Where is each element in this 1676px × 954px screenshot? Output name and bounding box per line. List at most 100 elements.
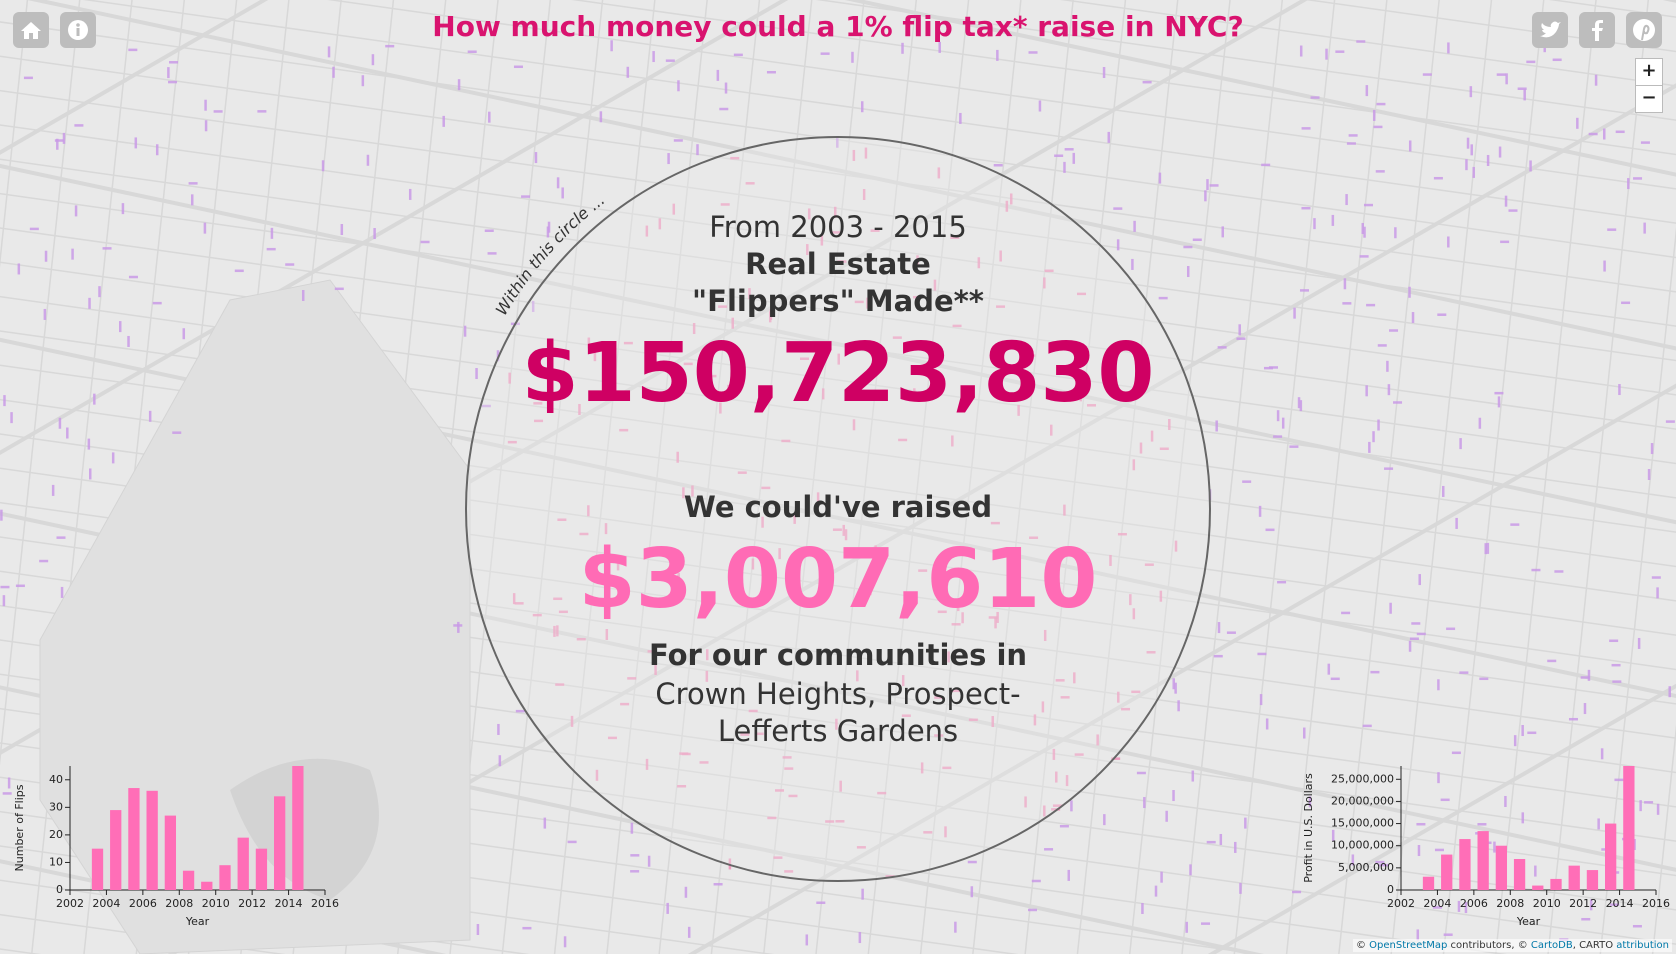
parcel	[54, 139, 64, 142]
parcel	[1238, 324, 1241, 336]
parcel	[673, 139, 683, 142]
parcel	[1500, 240, 1510, 244]
parcel	[950, 236, 960, 240]
headline-line2: "Flippers" Made**	[692, 284, 984, 318]
parcel	[457, 79, 461, 91]
parcel	[672, 203, 676, 215]
parcel	[497, 723, 500, 735]
parcel	[23, 76, 33, 80]
parcel	[1043, 629, 1047, 641]
street	[0, 810, 1019, 954]
parcel	[1447, 236, 1450, 248]
parcel	[1049, 424, 1053, 436]
street	[0, 158, 1676, 396]
parcel	[321, 160, 325, 172]
parcel	[920, 762, 924, 774]
parcel	[533, 402, 543, 405]
parcel	[719, 402, 722, 414]
parcel	[1159, 590, 1163, 602]
street	[0, 604, 1676, 842]
parcel	[555, 683, 565, 686]
parcel	[898, 438, 908, 442]
attribution-link[interactable]: CartoDB	[1530, 940, 1573, 951]
zoom-out[interactable]: −	[1635, 85, 1663, 113]
parcel	[1297, 397, 1301, 409]
parcel	[820, 234, 824, 246]
parcel	[683, 362, 693, 366]
y-tick-label: 20	[49, 828, 63, 841]
total-profit: $150,723,830	[521, 326, 1155, 421]
parcel	[0, 509, 3, 521]
parcel	[204, 120, 208, 132]
pinterest-button[interactable]	[1626, 12, 1662, 48]
parcel	[553, 625, 556, 637]
street	[571, 0, 1676, 156]
parcel	[767, 816, 777, 820]
parcel	[918, 569, 928, 572]
attribution-link[interactable]: attribution	[1616, 940, 1669, 951]
parcel	[1496, 73, 1506, 76]
parcel	[66, 427, 69, 439]
bar	[182, 870, 195, 890]
parcel	[7, 777, 11, 789]
parcel	[1060, 696, 1070, 699]
parcel	[10, 412, 13, 424]
parcel	[620, 702, 630, 706]
parcel	[851, 51, 854, 63]
parcel	[453, 624, 463, 627]
parcel	[3, 395, 6, 407]
twitter-button[interactable]	[1532, 12, 1568, 48]
parcel	[844, 529, 848, 541]
street	[815, 0, 918, 954]
parcel	[56, 138, 59, 150]
parcel	[420, 240, 430, 244]
parcel	[719, 107, 729, 111]
parcel	[1299, 289, 1309, 292]
bar	[1495, 845, 1508, 890]
parcel	[167, 67, 170, 79]
parcel	[1303, 727, 1306, 739]
parcel	[1356, 40, 1366, 43]
parcel	[1351, 854, 1355, 866]
parcel	[1073, 672, 1076, 684]
parcel	[285, 263, 295, 266]
y-tick-label: 25,000,000	[1331, 772, 1394, 785]
parcel	[937, 167, 941, 179]
parcel	[836, 136, 839, 148]
parcel	[784, 767, 794, 770]
parcel	[1611, 663, 1621, 667]
parcel	[1242, 480, 1252, 483]
home-button[interactable]	[13, 12, 49, 48]
x-tick-label: 2006	[129, 897, 157, 910]
parcel	[1377, 419, 1380, 431]
parcel	[1637, 637, 1641, 649]
parcel	[740, 733, 750, 736]
parcel	[1335, 50, 1345, 53]
parcel	[862, 592, 872, 596]
parcel	[1111, 757, 1121, 760]
info-button[interactable]	[60, 12, 96, 48]
parcel	[1478, 417, 1482, 429]
attribution-text: , CARTO	[1572, 940, 1614, 951]
parcel	[1633, 177, 1643, 180]
parcel	[88, 297, 91, 309]
parcel	[816, 901, 826, 904]
x-axis-label: Year	[185, 915, 210, 928]
bar	[1550, 878, 1562, 890]
parcel	[1504, 795, 1507, 807]
parcel	[1077, 384, 1087, 387]
x-tick-label: 2008	[165, 897, 193, 910]
parcel	[913, 388, 916, 400]
parcel	[1265, 718, 1269, 730]
parcel	[475, 368, 478, 380]
parcel	[1384, 467, 1394, 470]
parcel	[213, 110, 223, 113]
attribution-link[interactable]: OpenStreetMap	[1369, 940, 1448, 951]
parcel	[1651, 576, 1661, 579]
parcel	[561, 187, 564, 199]
parcel	[1632, 924, 1642, 928]
parcel	[730, 156, 740, 160]
parcel	[806, 244, 809, 256]
facebook-button[interactable]	[1579, 12, 1615, 48]
parcel	[1614, 778, 1624, 782]
